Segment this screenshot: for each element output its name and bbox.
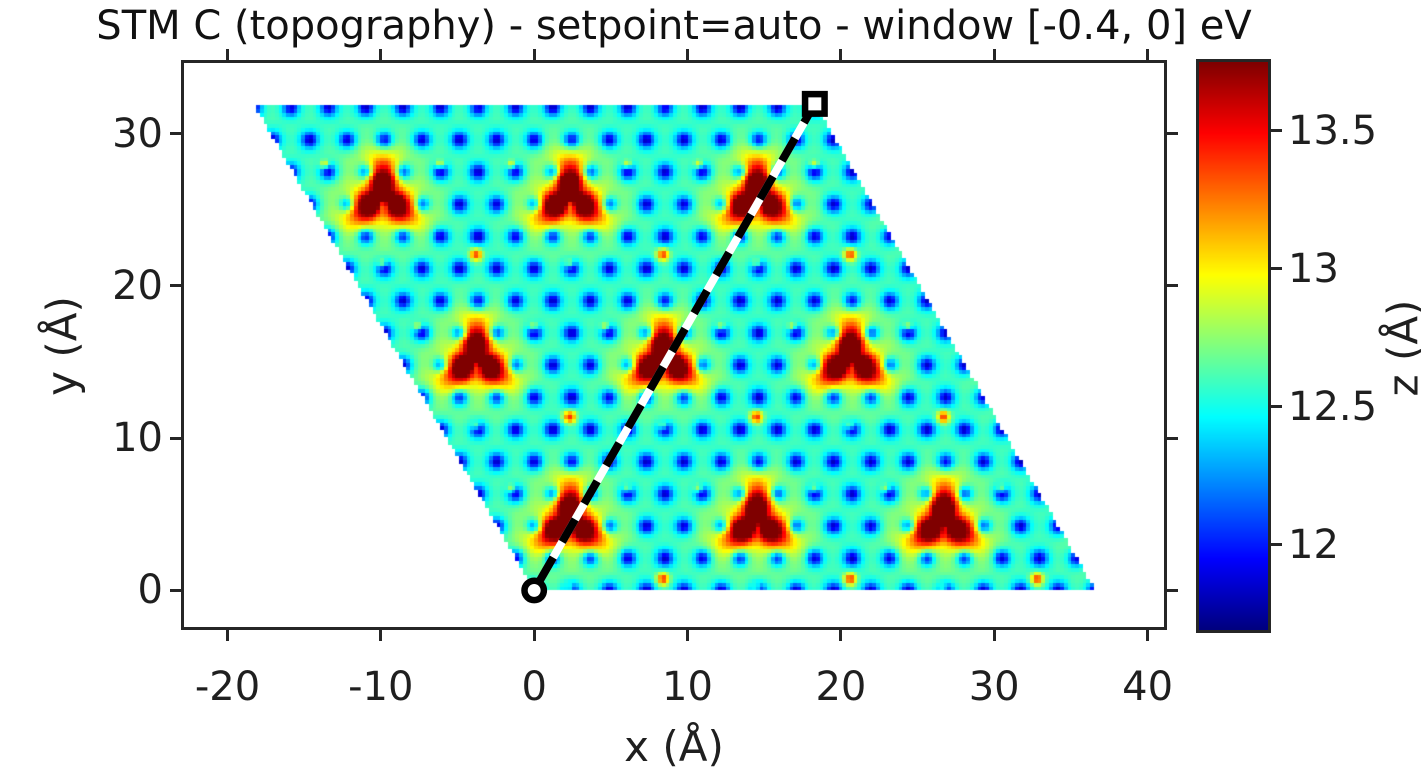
x-tick-label: 20 <box>815 664 867 710</box>
colorbar-canvas <box>1199 62 1268 630</box>
y-tick-left <box>170 588 181 592</box>
y-axis-label: y (Å) <box>37 296 87 396</box>
colorbar-label: z (Å) <box>1378 299 1421 397</box>
x-tick-bottom <box>379 630 383 641</box>
x-tick-top <box>839 49 843 60</box>
colorbar-tick <box>1271 267 1282 271</box>
colorbar-tick-label: 13.5 <box>1288 107 1378 154</box>
x-tick-bottom <box>839 630 843 641</box>
x-tick-label: 10 <box>662 664 713 710</box>
y-tick-right <box>1167 132 1178 136</box>
profile-end-marker-square <box>801 90 828 117</box>
colorbar-tick-label: 13 <box>1288 245 1339 292</box>
profile-start-marker-circle <box>521 577 548 604</box>
y-tick-right <box>1167 588 1178 592</box>
x-tick-top <box>226 49 229 60</box>
colorbar-tick-label: 12.5 <box>1288 383 1378 430</box>
x-tick-label: 40 <box>1122 664 1174 710</box>
x-tick-top <box>686 49 689 60</box>
x-tick-top <box>992 49 996 60</box>
y-tick-label: 20 <box>112 262 163 309</box>
figure-title: STM C (topography) - setpoint=auto - win… <box>96 3 1252 49</box>
x-tick-label: 0 <box>521 664 547 710</box>
x-tick-top <box>1146 49 1150 60</box>
x-tick-top <box>532 49 536 60</box>
x-tick-bottom <box>226 630 229 641</box>
colorbar-tick <box>1271 405 1282 409</box>
x-tick-label: -20 <box>194 664 261 710</box>
x-tick-label: 30 <box>968 664 1020 710</box>
y-tick-right <box>1167 436 1178 440</box>
profile-line-overlay <box>521 90 828 604</box>
x-tick-bottom <box>1146 630 1150 641</box>
x-tick-bottom <box>532 630 536 641</box>
y-tick-left <box>170 132 181 136</box>
y-tick-label: 30 <box>112 110 163 157</box>
y-tick-right <box>1167 284 1178 288</box>
y-tick-left <box>170 284 181 288</box>
x-tick-top <box>379 49 383 60</box>
colorbar-tick <box>1271 543 1282 546</box>
y-tick-left <box>170 436 181 440</box>
colorbar-tick <box>1271 129 1282 133</box>
x-tick-label: -10 <box>348 664 414 710</box>
y-tick-label: 0 <box>137 567 163 614</box>
x-tick-bottom <box>686 630 689 641</box>
y-tick-label: 10 <box>112 415 163 462</box>
colorbar-tick-label: 12 <box>1288 521 1339 568</box>
x-tick-bottom <box>992 630 996 641</box>
profile-line-dashed <box>530 101 819 593</box>
x-axis-label: x (Å) <box>624 722 724 771</box>
